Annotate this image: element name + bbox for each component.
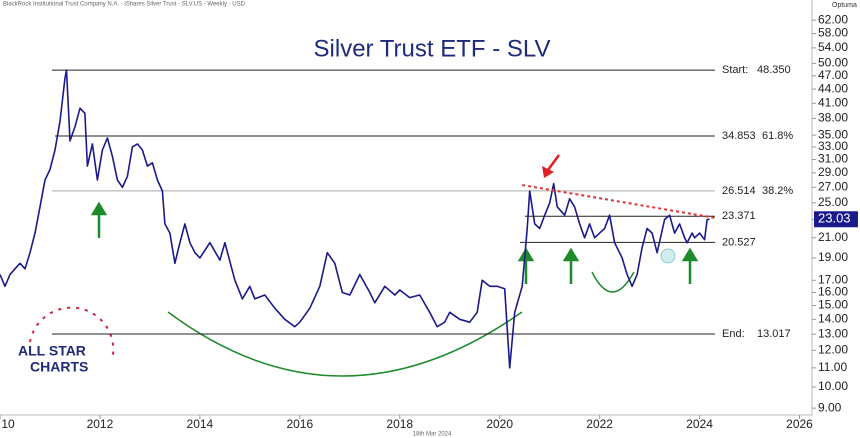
- header: BlackRock Institutional Trust Company N.…: [3, 2, 246, 8]
- arrow-head: [681, 247, 699, 262]
- level-name: End:: [722, 328, 745, 340]
- y-tick-label: 9.00: [818, 400, 842, 414]
- annotations: [90, 201, 699, 377]
- y-tick-label: 58.00: [818, 26, 848, 40]
- level-value: 48.350: [757, 64, 791, 76]
- x-tick-label: 2026: [786, 417, 813, 431]
- y-tick-label: 31.00: [818, 152, 848, 166]
- y-tick-label: 62.00: [818, 12, 848, 26]
- level-percent: 61.8%: [762, 130, 793, 142]
- y-tick-label: 33.00: [818, 139, 848, 153]
- y-tick-label: 47.00: [818, 68, 848, 82]
- level-value: 20.527: [722, 236, 756, 248]
- y-tick-label: 41.00: [818, 95, 848, 109]
- arrow-head: [542, 166, 554, 178]
- last-price-label: 23.03: [818, 211, 851, 226]
- highlight-circle: [660, 248, 676, 264]
- trendline: [522, 184, 715, 219]
- x-tick-label: 2016: [286, 417, 313, 431]
- logo-text: ALL STAR: [18, 343, 86, 359]
- brand: Optuma: [832, 2, 857, 9]
- last-price-tag: [814, 211, 858, 228]
- y-tick-label: 29.00: [818, 165, 848, 179]
- y-tick-label: 35.00: [818, 127, 848, 141]
- y-tick-label: 17.00: [818, 272, 848, 286]
- y-tick-label: 13.00: [818, 326, 848, 340]
- y-tick-label: 27.00: [818, 179, 848, 193]
- x-tick-label: 2018: [386, 417, 413, 431]
- level-value: 34.853: [722, 130, 756, 142]
- red-arrow-shaft: [546, 154, 561, 171]
- y-tick-label: 11.00: [818, 360, 847, 374]
- y-tick-label: 21.00: [818, 230, 848, 244]
- x-tick-label: 2012: [87, 417, 114, 431]
- logo-stars: [29, 306, 115, 361]
- price-line: [0, 69, 710, 369]
- logo-text: CHARTS: [30, 359, 88, 375]
- footer: 18th Mar 2024: [413, 432, 452, 438]
- y-tick-label: 44.00: [818, 81, 848, 95]
- level-value: 26.514: [722, 185, 756, 197]
- level-value: 23.371: [722, 210, 756, 222]
- y-tick-label: 16.00: [818, 285, 848, 299]
- x-tick-label: 2020: [486, 417, 513, 431]
- y-tick-label: 25.00: [818, 195, 848, 209]
- red-arrow: [542, 154, 561, 178]
- chart-title: Silver Trust ETF - SLV: [314, 35, 551, 62]
- y-tick-label: 38.00: [818, 111, 848, 125]
- level-percent: 38.2%: [762, 185, 793, 197]
- y-tick-label: 10.00: [818, 379, 848, 393]
- x-tick-label: 2022: [586, 417, 613, 431]
- green-arc: [591, 271, 635, 293]
- arrow-head: [562, 247, 580, 262]
- x-tick-label: 2024: [686, 417, 713, 431]
- level-value: 13.017: [757, 328, 791, 340]
- x-tick-label: 10: [1, 417, 15, 431]
- arrow-head: [90, 201, 108, 216]
- y-tick-label: 50.00: [818, 56, 848, 70]
- y-tick-label: 19.00: [818, 250, 848, 264]
- x-tick-label: 2014: [187, 417, 214, 431]
- green-arc: [167, 311, 523, 377]
- y-tick-label: 12.00: [818, 343, 848, 357]
- arrow-head: [517, 247, 535, 262]
- y-tick-label: 54.00: [818, 40, 848, 54]
- level-name: Start:: [722, 64, 748, 76]
- y-tick-label: 15.00: [818, 298, 848, 312]
- y-tick-label: 14.00: [818, 312, 848, 326]
- logo: ALL STAR CHARTS: [18, 306, 115, 375]
